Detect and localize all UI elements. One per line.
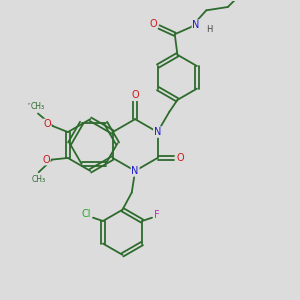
Text: H: H [206,25,213,34]
Text: CH₃: CH₃ [31,102,45,111]
Text: O: O [43,119,51,130]
Text: O: O [177,153,184,163]
Text: N: N [192,20,200,30]
Text: O: O [42,154,50,165]
Text: Cl: Cl [82,209,91,219]
Text: methoxy: methoxy [27,102,46,106]
Text: N: N [154,127,161,137]
Text: O: O [131,90,139,100]
Text: CH₃: CH₃ [32,175,46,184]
Text: N: N [131,166,139,176]
Text: O: O [149,19,157,29]
Text: F: F [154,210,160,220]
